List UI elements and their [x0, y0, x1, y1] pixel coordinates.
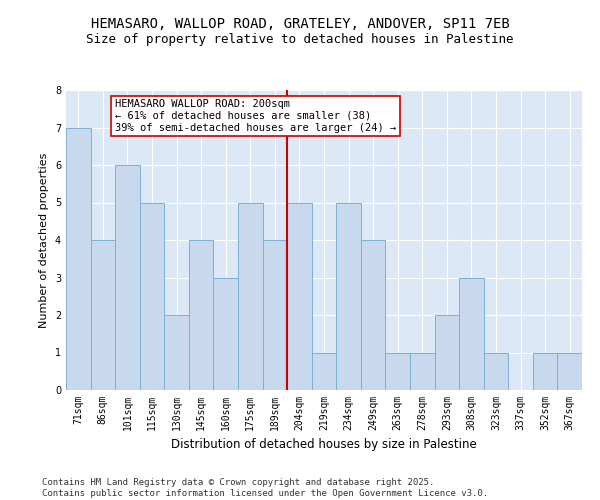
Bar [533, 352, 557, 390]
Y-axis label: Number of detached properties: Number of detached properties [40, 152, 49, 328]
Bar [312, 352, 336, 390]
Bar [238, 202, 263, 390]
Bar [189, 240, 214, 390]
Bar [263, 240, 287, 390]
Bar [287, 202, 312, 390]
Bar [557, 352, 582, 390]
Text: Contains HM Land Registry data © Crown copyright and database right 2025.
Contai: Contains HM Land Registry data © Crown c… [42, 478, 488, 498]
Text: HEMASARO WALLOP ROAD: 200sqm
← 61% of detached houses are smaller (38)
39% of se: HEMASARO WALLOP ROAD: 200sqm ← 61% of de… [115, 100, 397, 132]
Bar [410, 352, 434, 390]
Bar [214, 278, 238, 390]
Bar [66, 128, 91, 390]
Bar [336, 202, 361, 390]
Bar [91, 240, 115, 390]
Bar [115, 165, 140, 390]
Text: HEMASARO, WALLOP ROAD, GRATELEY, ANDOVER, SP11 7EB: HEMASARO, WALLOP ROAD, GRATELEY, ANDOVER… [91, 18, 509, 32]
Bar [164, 315, 189, 390]
Bar [484, 352, 508, 390]
Bar [140, 202, 164, 390]
Bar [459, 278, 484, 390]
Text: Size of property relative to detached houses in Palestine: Size of property relative to detached ho… [86, 32, 514, 46]
X-axis label: Distribution of detached houses by size in Palestine: Distribution of detached houses by size … [171, 438, 477, 452]
Bar [434, 315, 459, 390]
Bar [361, 240, 385, 390]
Bar [385, 352, 410, 390]
